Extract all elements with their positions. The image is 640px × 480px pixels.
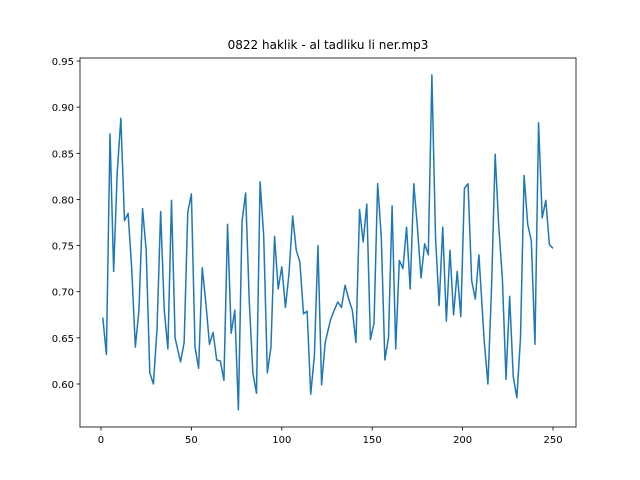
- chart-title: 0822 haklik - al tadliku li ner.mp3: [228, 38, 429, 52]
- x-tick-label: 150: [363, 435, 382, 446]
- x-tick-label: 200: [453, 435, 472, 446]
- y-tick-label: 0.80: [52, 195, 74, 206]
- y-tick-label: 0.65: [52, 334, 74, 345]
- plot-frame: [79, 57, 577, 428]
- y-tick-label: 0.90: [52, 103, 74, 114]
- line-series: [102, 74, 554, 411]
- y-tick-label: 0.75: [52, 242, 74, 253]
- x-tick-label: 0: [98, 435, 104, 446]
- y-tick-label: 0.60: [52, 380, 74, 391]
- y-tick-label: 0.70: [52, 288, 74, 299]
- x-tick-label: 50: [185, 435, 198, 446]
- x-tick-label: 250: [543, 435, 562, 446]
- y-tick-label: 0.85: [52, 149, 74, 160]
- y-tick-label: 0.95: [52, 57, 74, 68]
- x-tick-label: 100: [272, 435, 291, 446]
